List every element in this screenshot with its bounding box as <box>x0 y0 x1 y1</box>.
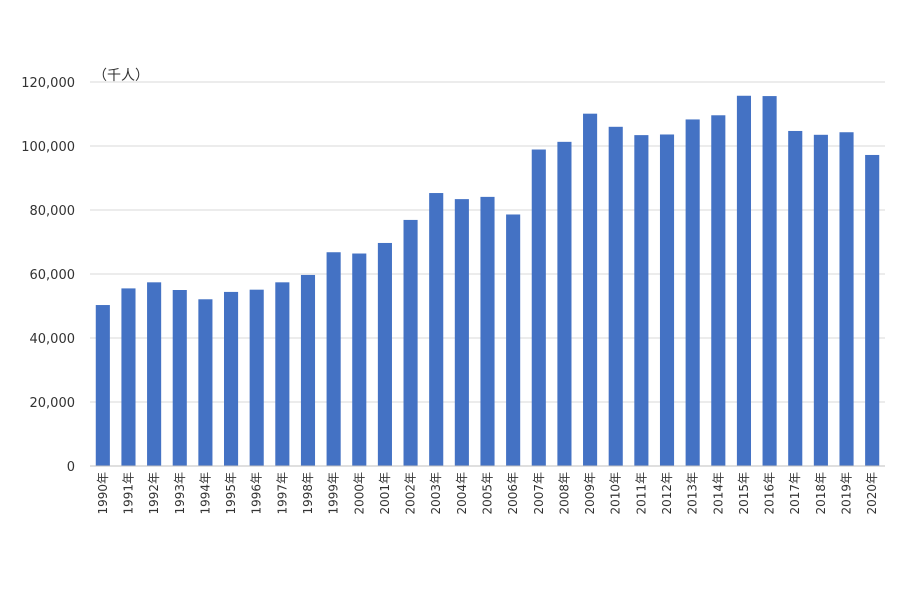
bar-2014年 <box>711 115 726 466</box>
bar-2012年 <box>659 134 675 467</box>
y-tick-label: 0 <box>67 460 75 475</box>
y-tick-label: 120,000 <box>21 76 75 91</box>
x-axis-tick-labels: 1990年 1991年 1992年 1993年 1994年 1995年 1996年 1997年… <box>96 472 879 515</box>
x-tick-label: 2020年 <box>865 472 879 515</box>
bar-2019年 <box>839 132 854 467</box>
x-tick-label: 1992年 <box>147 472 161 515</box>
x-tick-label: 2010年 <box>609 472 623 515</box>
x-tick-label: 1997年 <box>275 472 289 515</box>
x-tick-label: 2012年 <box>660 472 674 515</box>
bar-2007年 <box>531 149 546 466</box>
bar-1993年 <box>172 290 187 466</box>
bar-2002年 <box>403 219 418 466</box>
x-tick-label: 2005年 <box>481 472 495 515</box>
x-tick-label: 1994年 <box>198 472 212 515</box>
x-tick-label: 1998年 <box>301 472 315 515</box>
y-axis-tick-labels: 0 20,000 40,000 60,000 80,000 100,000 120,000 <box>21 76 75 475</box>
bar-1991年 <box>121 288 136 466</box>
x-tick-label: 2018年 <box>814 472 828 515</box>
bar-1990年 <box>95 305 110 466</box>
bars <box>95 95 880 467</box>
y-tick-label: 100,000 <box>21 140 75 155</box>
x-tick-label: 2001年 <box>378 472 392 515</box>
bar-2020年 <box>865 154 880 466</box>
bar-2013年 <box>685 119 700 466</box>
x-tick-label: 2009年 <box>583 472 597 515</box>
bar-1994年 <box>198 299 213 466</box>
unit-label: （千人） <box>93 68 149 84</box>
bar-2001年 <box>377 242 392 466</box>
x-tick-label: 2017年 <box>788 472 802 515</box>
bar-2010年 <box>608 126 623 467</box>
x-tick-label: 2006年 <box>506 472 520 515</box>
bar-2005年 <box>480 196 495 466</box>
bar-2004年 <box>454 199 469 466</box>
bar-2015年 <box>736 95 752 466</box>
bar-2017年 <box>788 130 803 466</box>
y-tick-label: 20,000 <box>30 396 76 411</box>
bar-1998年 <box>300 274 316 466</box>
x-tick-label: 1990年 <box>96 472 110 515</box>
bar-1997年 <box>275 282 290 466</box>
bar-2006年 <box>506 214 521 466</box>
bar-1996年 <box>249 289 264 466</box>
x-tick-label: 2014年 <box>711 472 725 515</box>
x-tick-label: 2007年 <box>532 472 546 515</box>
bar-2018年 <box>813 134 828 467</box>
y-tick-label: 60,000 <box>30 268 76 283</box>
bar-1995年 <box>223 291 239 466</box>
x-tick-label: 2003年 <box>429 472 443 515</box>
bar-2011年 <box>634 135 649 466</box>
bar-1992年 <box>147 282 162 466</box>
x-tick-label: 2013年 <box>686 472 700 515</box>
x-tick-label: 1993年 <box>173 472 187 515</box>
x-tick-label: 2015年 <box>737 472 751 515</box>
x-tick-label: 1996年 <box>250 472 264 515</box>
y-tick-label: 40,000 <box>30 332 76 347</box>
x-tick-label: 2004年 <box>455 472 469 515</box>
bar-2003年 <box>429 193 444 467</box>
bar-2000年 <box>352 253 367 466</box>
bar-2009年 <box>583 113 598 467</box>
y-tick-label: 80,000 <box>30 204 76 219</box>
bar-2016年 <box>762 96 777 466</box>
bar-2008年 <box>557 141 572 466</box>
x-tick-label: 2002年 <box>404 472 418 515</box>
x-tick-label: 2000年 <box>352 472 366 515</box>
x-tick-label: 2016年 <box>763 472 777 515</box>
x-tick-label: 1995年 <box>224 472 238 515</box>
x-tick-label: 1999年 <box>327 472 341 515</box>
x-tick-label: 2011年 <box>634 472 648 515</box>
x-tick-label: 2008年 <box>557 472 571 515</box>
bar-1999年 <box>326 252 341 466</box>
x-tick-label: 2019年 <box>840 472 854 515</box>
x-tick-label: 1991年 <box>121 472 135 515</box>
